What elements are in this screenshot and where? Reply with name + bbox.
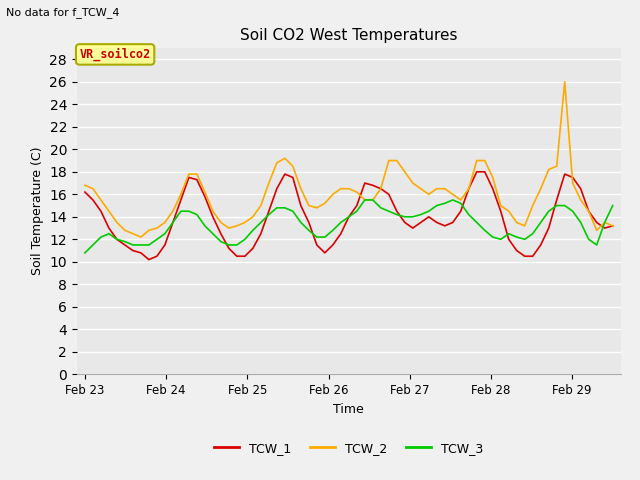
Title: Soil CO2 West Temperatures: Soil CO2 West Temperatures (240, 28, 458, 43)
Text: VR_soilco2: VR_soilco2 (79, 48, 151, 61)
Legend: TCW_1, TCW_2, TCW_3: TCW_1, TCW_2, TCW_3 (209, 436, 488, 459)
Y-axis label: Soil Temperature (C): Soil Temperature (C) (31, 147, 44, 276)
X-axis label: Time: Time (333, 403, 364, 416)
Text: No data for f_TCW_4: No data for f_TCW_4 (6, 7, 120, 18)
